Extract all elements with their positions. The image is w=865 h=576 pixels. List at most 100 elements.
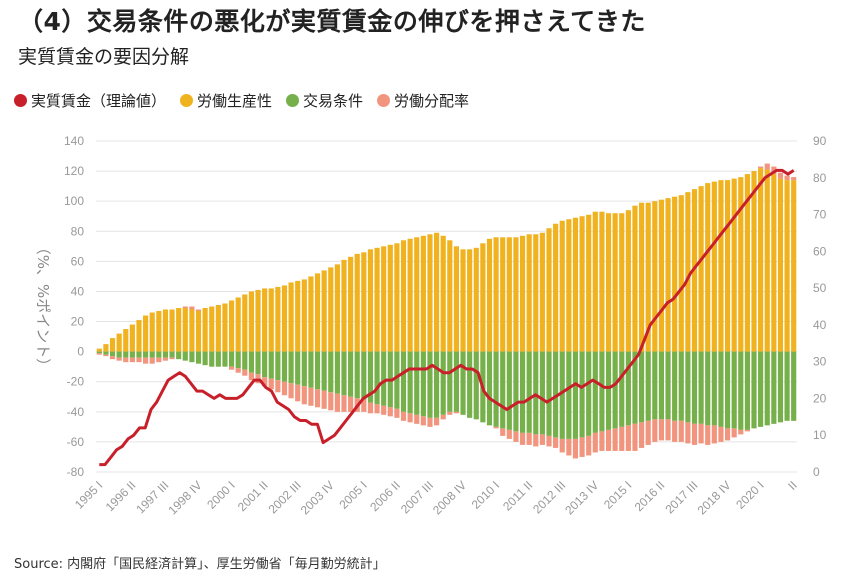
bar-segment <box>579 351 585 438</box>
bar-segment <box>678 420 684 442</box>
bar-segment <box>275 286 281 352</box>
bar-segment <box>427 351 433 418</box>
bar-segment <box>519 432 526 445</box>
bar-segment <box>414 414 420 424</box>
bar-segment <box>632 423 638 451</box>
bar-segment <box>718 426 724 442</box>
bar-segment <box>103 354 109 357</box>
bar-segment <box>599 211 605 352</box>
x-tick-label: II <box>785 478 800 493</box>
bar-segment <box>513 351 519 432</box>
x-tick-label: 2008 IV <box>430 478 469 517</box>
y-axis-label: （%、%ポイント） <box>34 240 52 374</box>
bar-segment <box>572 438 579 459</box>
bar-segment <box>162 351 169 358</box>
bar-segment <box>447 351 453 412</box>
bar-segment <box>301 386 307 405</box>
bar-segment <box>639 422 645 448</box>
bar-segment <box>394 408 400 418</box>
bar-segment <box>123 357 129 363</box>
bar-segment <box>658 199 665 352</box>
bar-segment <box>632 205 638 352</box>
bar-segment <box>731 351 737 429</box>
bar-segment <box>434 232 440 352</box>
x-tick-label: 2003 IV <box>298 478 337 517</box>
bar-segment <box>381 405 387 415</box>
bar-segment <box>460 351 466 415</box>
bar-segment <box>559 351 565 439</box>
bar-segment <box>546 435 552 447</box>
bar-segment <box>639 202 645 352</box>
bar-segment <box>228 351 235 367</box>
bar-segment <box>777 351 784 423</box>
bar-segment <box>500 351 506 429</box>
bar-segment <box>103 344 109 352</box>
x-tick-label: 2006 II <box>367 478 403 514</box>
y-left-tick-label: -20 <box>67 375 85 389</box>
bar-segment <box>751 171 757 352</box>
bar-segment <box>248 372 254 381</box>
bar-segment <box>605 351 612 430</box>
x-tick-label: 2002 III <box>266 478 304 516</box>
bar-segment <box>242 351 248 370</box>
bar-segment <box>215 351 221 367</box>
bar-segment <box>434 417 440 426</box>
bar-segment <box>519 235 526 352</box>
bar-segment <box>314 351 321 390</box>
bar-segment <box>308 351 314 388</box>
bar-segment <box>129 351 135 358</box>
legend-label-labor-share: 労働分配率 <box>394 92 470 110</box>
bar-segment <box>493 351 499 427</box>
bar-segment <box>533 351 539 435</box>
x-tick-label: 2012 III <box>530 478 568 516</box>
bar-segment <box>420 351 426 417</box>
bar-segment <box>791 177 797 181</box>
bar-segment <box>691 423 698 445</box>
bar-segment <box>162 309 169 352</box>
bar-segment <box>526 432 532 445</box>
bar-segment <box>334 393 340 412</box>
y-left-tick-label: -80 <box>67 465 85 479</box>
bar-segment <box>705 183 711 352</box>
bar-segment <box>414 351 420 415</box>
bar-segment <box>400 411 407 421</box>
bar-segment <box>784 175 790 181</box>
bar-segment <box>407 351 413 414</box>
bar-segment <box>123 329 129 352</box>
bar-segment <box>242 294 248 352</box>
y-right-tick-label: 60 <box>813 244 827 258</box>
bar-segment <box>407 238 413 352</box>
bar-segment <box>116 357 122 361</box>
wage-line <box>99 168 795 467</box>
x-tick-label: 2001 II <box>235 478 271 514</box>
bar-segment <box>619 426 625 451</box>
bar-segment <box>711 425 717 444</box>
bar-segment <box>500 428 506 436</box>
bar-segment <box>301 351 307 387</box>
bar-segment <box>711 351 717 426</box>
bar-segment <box>281 285 288 352</box>
bar-segment <box>341 351 347 396</box>
bar-segment <box>182 306 188 309</box>
y-left-tick-label: 80 <box>71 224 85 238</box>
bar-segment <box>136 320 142 352</box>
bar-segment <box>394 351 400 409</box>
bar-segment <box>645 202 651 352</box>
bar-segment <box>724 180 731 352</box>
bar-segment <box>209 351 215 367</box>
bar-segment <box>453 411 459 414</box>
bar-segment <box>718 351 724 427</box>
bar-segment <box>314 389 321 408</box>
bar-segment <box>367 351 374 403</box>
x-tick-label: 2016 II <box>632 478 668 514</box>
bar-segment <box>539 351 545 435</box>
bar-segment <box>652 201 658 352</box>
bar-segment <box>625 425 631 451</box>
bar-segment <box>268 378 274 390</box>
bar-segment <box>592 432 598 453</box>
bar-segment <box>341 395 347 412</box>
bar-segment <box>407 413 413 423</box>
page-title: （4）交易条件の悪化が実質賃金の伸びを押さえてきた <box>18 7 646 36</box>
bar-segment <box>771 174 777 352</box>
bar-segment <box>691 351 698 424</box>
